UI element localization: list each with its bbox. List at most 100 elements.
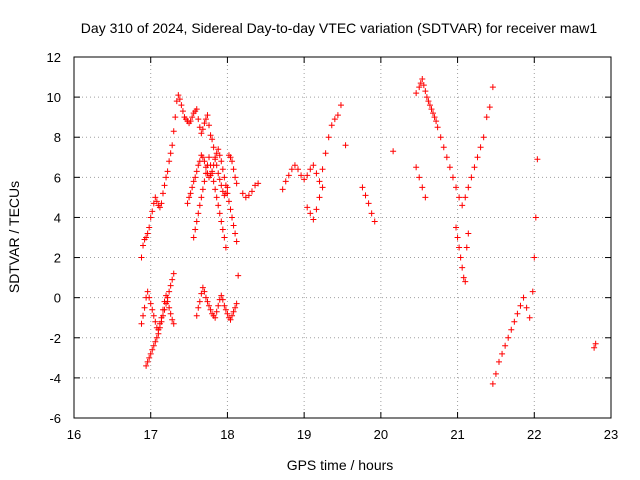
y-tick-label: 6 [54,170,61,185]
data-point [159,312,166,319]
data-point [166,288,173,295]
data-point [279,186,286,193]
data-point [161,306,168,313]
data-point [170,270,177,277]
data-point [206,122,213,129]
data-point [229,214,236,221]
data-point [149,208,156,215]
data-point [156,324,163,331]
data-point [310,162,317,169]
data-point [210,178,217,185]
data-point [166,158,173,165]
data-point [508,326,515,333]
data-point [304,172,311,179]
data-point [189,184,196,191]
data-point [219,188,226,195]
data-point [193,218,200,225]
data-point [433,118,440,125]
data-point [235,272,242,279]
data-point [159,190,166,197]
data-point [179,108,186,115]
data-point [213,194,220,201]
data-point [446,164,453,171]
data-point [520,294,527,301]
data-point [532,214,539,221]
data-point [233,238,240,245]
data-point [199,284,206,291]
data-point [307,210,314,217]
data-point [428,106,435,113]
axis-ticks: 16 17 18 19 20 21 22 23 -6 -4 -2 0 2 4 6 8 10 12 [47,50,619,442]
data-point [158,200,165,207]
data-point [201,120,208,127]
data-point [164,294,171,301]
data-point [207,132,214,139]
data-point [222,306,229,313]
data-point [141,304,148,311]
data-point [523,304,530,311]
data-point [534,156,541,163]
data-point [196,298,203,305]
data-point [526,314,533,321]
data-point [202,294,209,301]
data-point [477,144,484,151]
data-point [149,306,156,313]
data-point [291,162,298,169]
data-point [310,216,317,223]
data-point [495,358,502,365]
x-tick-label: 20 [374,427,388,442]
data-point [233,180,240,187]
y-axis-label: SDTVAR / TECUs [6,181,22,293]
data-point [198,290,205,297]
data-point [430,110,437,117]
data-point [167,150,174,157]
data-point [209,170,216,177]
data-point [146,294,153,301]
y-tick-label: -2 [49,331,61,346]
data-point [147,300,154,307]
data-point [161,182,168,189]
data-point [219,296,226,303]
data-point [517,302,524,309]
x-tick-label: 16 [67,427,81,442]
data-point [459,264,466,271]
data-point [170,128,177,135]
data-point [416,84,423,91]
chart-title: Day 310 of 2024, Sidereal Day-to-day VTE… [81,20,598,36]
data-point [169,142,176,149]
data-point [221,302,228,309]
data-point [144,288,151,295]
plot-frame [73,56,612,419]
data-point [158,318,165,325]
data-point [245,192,252,199]
data-point [224,190,231,197]
data-point [193,168,200,175]
data-point [152,194,159,201]
data-point [319,184,326,191]
data-point [422,88,429,95]
data-point [492,370,499,377]
data-point [167,310,174,317]
data-point [456,194,463,201]
x-tick-label: 17 [143,427,157,442]
data-point [313,170,320,177]
data-point [146,224,153,231]
data-point [190,178,197,185]
data-point [163,174,170,181]
data-point [169,316,176,323]
data-point [313,206,320,213]
data-point [201,158,208,165]
data-point [325,134,332,141]
data-point [298,172,305,179]
data-point [192,174,199,181]
data-point [140,312,147,319]
data-point [465,184,472,191]
data-point [252,182,259,189]
data-point [207,306,214,313]
data-point [138,320,145,327]
data-point [465,230,472,237]
data-point [196,202,203,209]
data-point [152,338,159,345]
data-point [215,170,222,177]
data-point [192,226,199,233]
